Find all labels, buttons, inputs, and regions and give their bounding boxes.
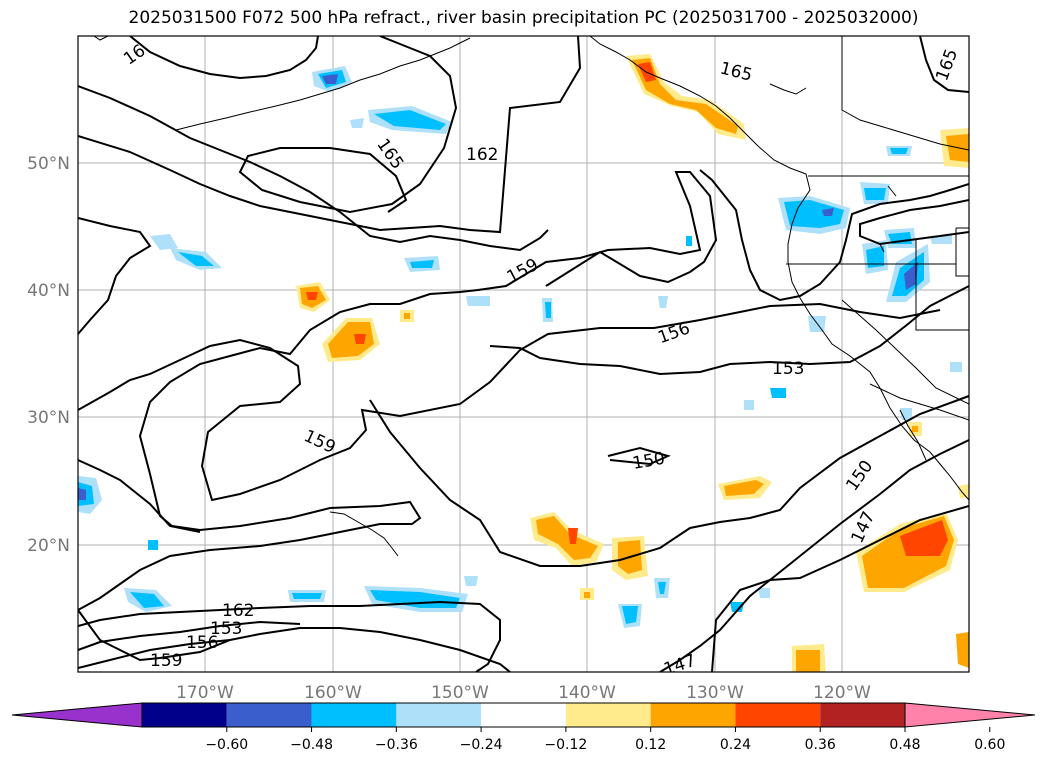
colorbar-segment [226, 703, 312, 727]
colorbar: −0.60 −0.48 −0.36 −0.24 −0.12 0.12 0.24 0.36 0.4… [11, 702, 1036, 753]
longitude-ticks: 170°W 160°W 150°W 140°W 130°W 120°W [176, 683, 871, 703]
colorbar-outline [141, 702, 906, 728]
lon-tick-label: 150°W [431, 683, 489, 703]
colorbar-extend-min [11, 702, 143, 728]
colorbar-segment [735, 703, 821, 727]
colorbar-segment [650, 703, 736, 727]
chart-title: 2025031500 F072 500 hPa refract., river … [128, 8, 919, 28]
contour-label: 156 [186, 633, 218, 653]
colorbar-tick-label: −0.12 [544, 737, 587, 753]
contour-label: 162 [466, 145, 498, 165]
lat-tick-label: 30°N [27, 408, 70, 428]
colorbar-segment [820, 703, 905, 727]
lon-tick-label: 130°W [686, 683, 744, 703]
refractivity-contours [78, 36, 969, 672]
colorbar-tick-label: 0.48 [889, 737, 920, 753]
colorbar-extend-max [904, 702, 1036, 728]
colorbar-tick-label: 0.60 [974, 737, 1005, 753]
negative-precip-shading [78, 66, 962, 628]
coastlines [93, 36, 969, 557]
colorbar-tick-label: 0.12 [635, 737, 666, 753]
colorbar-tick-label: −0.36 [375, 737, 418, 753]
lon-tick-label: 120°W [813, 683, 871, 703]
colorbar-segment [565, 703, 651, 727]
lat-tick-label: 50°N [27, 154, 70, 174]
map-frame [77, 35, 970, 673]
lon-tick-label: 140°W [558, 683, 616, 703]
contour-label: 153 [210, 619, 242, 639]
map-area [78, 36, 969, 672]
colorbar-tick-label: 0.24 [720, 737, 751, 753]
colorbar-segment [481, 703, 566, 727]
colorbar-segment [142, 703, 227, 727]
colorbar-tick-label: 0.36 [805, 737, 836, 753]
colorbar-tick-label: −0.24 [460, 737, 503, 753]
colorbar-segment [311, 703, 397, 727]
colorbar-tick-label: −0.60 [205, 737, 248, 753]
latitude-ticks: 50°N 40°N 30°N 20°N [27, 154, 70, 556]
lon-tick-label: 170°W [176, 683, 234, 703]
contour-label: 159 [150, 651, 182, 671]
lon-tick-label: 160°W [304, 683, 362, 703]
lat-tick-label: 40°N [27, 281, 70, 301]
lat-tick-label: 20°N [27, 536, 70, 556]
colorbar-tick-label: −0.48 [290, 737, 333, 753]
contour-label: 162 [222, 601, 254, 621]
contour-label: 153 [772, 359, 804, 379]
colorbar-segment [396, 703, 482, 727]
